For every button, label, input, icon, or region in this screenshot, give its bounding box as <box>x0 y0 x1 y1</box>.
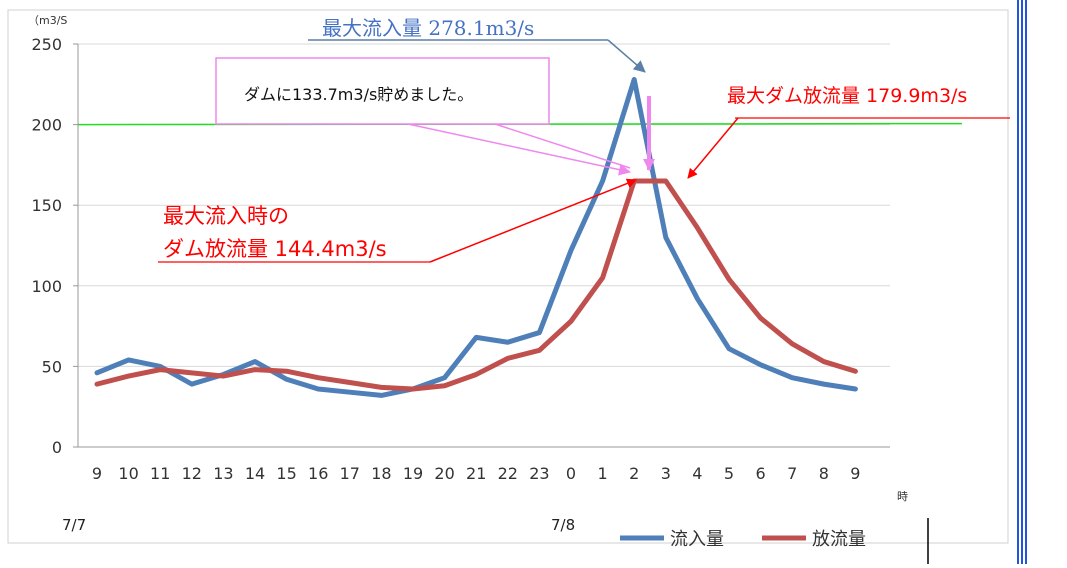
y-tick-250: 250 <box>31 35 62 54</box>
x-tick-16: 1 <box>598 464 608 483</box>
y-unit-label: （m3/S <box>28 14 67 27</box>
x-tick-17: 2 <box>629 464 639 483</box>
x-tick-24: 9 <box>850 464 860 483</box>
x-tick-12: 21 <box>466 464 486 483</box>
x-tick-21: 6 <box>756 464 766 483</box>
legend-label-inflow: 流入量 <box>670 529 724 550</box>
y-tick-100: 100 <box>31 277 62 296</box>
y-tick-150: 150 <box>31 196 62 215</box>
annotation-max-outflow: 最大ダム放流量 179.9m3/s <box>687 85 1010 179</box>
max-outflow-text: 最大ダム放流量 179.9m3/s <box>727 85 967 107</box>
x-tick-13: 22 <box>498 464 518 483</box>
plot-frame <box>7 9 1009 544</box>
legend: 流入量 放流量 <box>620 518 929 564</box>
y-tick-50: 50 <box>42 357 62 376</box>
legend-label-outflow: 放流量 <box>812 529 866 550</box>
x-tick-0: 9 <box>92 464 102 483</box>
x-tick-22: 7 <box>787 464 797 483</box>
x-tick-20: 5 <box>724 464 734 483</box>
y-tick-0: 0 <box>52 438 62 457</box>
x-tick-15: 0 <box>566 464 576 483</box>
x-tick-4: 13 <box>213 464 233 483</box>
annotation-stored: ダムに133.7m3/s貯めました。 <box>215 57 655 176</box>
annotation-outflow-at-peak: 最大流入時の ダム放流量 144.4m3/s <box>158 178 637 263</box>
date-label-7-8: 7/8 <box>551 516 575 534</box>
x-tick-1: 10 <box>118 464 138 483</box>
x-tick-2: 11 <box>150 464 170 483</box>
stored-text: ダムに133.7m3/s貯めました。 <box>244 85 473 104</box>
series-line-outflow <box>94 178 858 392</box>
x-tick-14: 23 <box>529 464 549 483</box>
x-tick-18: 3 <box>661 464 671 483</box>
y-tick-200: 200 <box>31 116 62 135</box>
page-edge-bars <box>1017 0 1027 564</box>
outflow-at-peak-line1: 最大流入時の <box>163 204 289 228</box>
stored-box <box>215 57 550 125</box>
outflow-at-peak-line2: ダム放流量 144.4m3/s <box>163 237 387 261</box>
axes <box>73 43 890 448</box>
x-tick-23: 8 <box>819 464 829 483</box>
x-tick-6: 15 <box>276 464 296 483</box>
x-tick-9: 18 <box>371 464 391 483</box>
x-tick-11: 20 <box>434 464 454 483</box>
x-tick-19: 4 <box>692 464 702 483</box>
series-layer <box>94 76 858 398</box>
annotation-max-inflow: 最大流入量 278.1m3/s <box>308 16 646 73</box>
x-tick-8: 17 <box>340 464 360 483</box>
x-tick-3: 12 <box>182 464 202 483</box>
date-label-7-7: 7/7 <box>62 516 86 534</box>
gridlines <box>78 43 890 367</box>
x-unit-label: 時 <box>897 490 908 503</box>
x-tick-10: 19 <box>403 464 423 483</box>
x-tick-5: 14 <box>245 464 265 483</box>
x-tick-7: 16 <box>308 464 328 483</box>
max-inflow-text: 最大流入量 278.1m3/s <box>322 16 534 40</box>
